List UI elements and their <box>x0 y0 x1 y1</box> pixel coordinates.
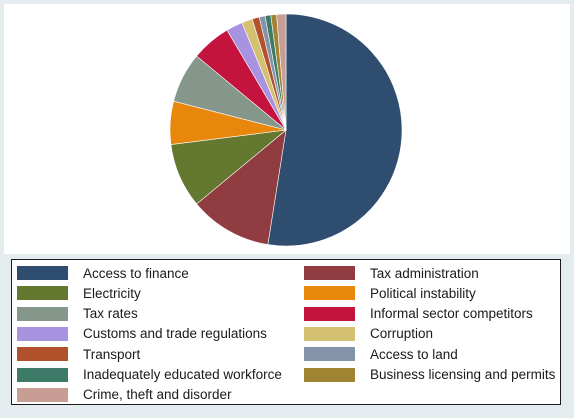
legend-swatch <box>17 326 68 341</box>
legend-entry-0: Access to finance <box>17 264 189 282</box>
legend-label: Access to land <box>370 346 458 362</box>
legend-entry-1: Tax administration <box>304 264 479 282</box>
legend-entry-4: Tax rates <box>17 305 138 323</box>
legend-label: Corruption <box>370 326 434 342</box>
legend: Access to finance Tax administration Elect… <box>11 259 561 405</box>
legend-swatch <box>304 367 355 382</box>
legend-entry-6: Customs and trade regulations <box>17 325 267 343</box>
legend-swatch <box>304 266 355 280</box>
legend-swatch <box>17 387 68 402</box>
pie-slice-12 <box>276 13 287 131</box>
plot-area <box>4 4 570 254</box>
legend-label: Crime, theft and disorder <box>83 387 232 403</box>
legend-entry-10: Inadequately educated workforce <box>17 366 282 384</box>
legend-label: Tax rates <box>83 306 138 322</box>
legend-swatch <box>304 347 355 362</box>
pie-slice-0 <box>267 13 403 247</box>
legend-swatch <box>304 286 355 301</box>
legend-entry-2: Electricity <box>17 284 141 302</box>
legend-label: Customs and trade regulations <box>83 326 267 342</box>
legend-entry-12: Crime, theft and disorder <box>17 386 232 404</box>
legend-entry-8: Transport <box>17 345 140 363</box>
legend-swatch <box>17 286 68 301</box>
legend-swatch <box>17 347 68 362</box>
legend-label: Transport <box>83 346 141 362</box>
legend-entry-7: Corruption <box>304 325 433 343</box>
legend-label: Access to finance <box>83 265 189 281</box>
legend-swatch <box>17 266 68 280</box>
legend-entry-3: Political instability <box>304 284 476 302</box>
legend-label: Political instability <box>370 285 476 301</box>
legend-label: Inadequately educated workforce <box>83 367 282 382</box>
legend-label: Informal sector competitors <box>370 306 533 322</box>
legend-entry-11: Business licensing and permits <box>304 366 555 384</box>
legend-entry-9: Access to land <box>304 345 458 363</box>
legend-swatch <box>304 326 355 341</box>
pie-slice-1 <box>196 129 287 245</box>
legend-swatch <box>17 306 68 321</box>
pie-chart <box>169 13 403 247</box>
legend-label: Electricity <box>83 285 141 301</box>
legend-entry-5: Informal sector competitors <box>304 305 533 323</box>
legend-swatch <box>17 367 68 382</box>
legend-label: Business licensing and permits <box>370 367 556 382</box>
legend-label: Tax administration <box>370 265 479 281</box>
legend-swatch <box>304 306 355 321</box>
